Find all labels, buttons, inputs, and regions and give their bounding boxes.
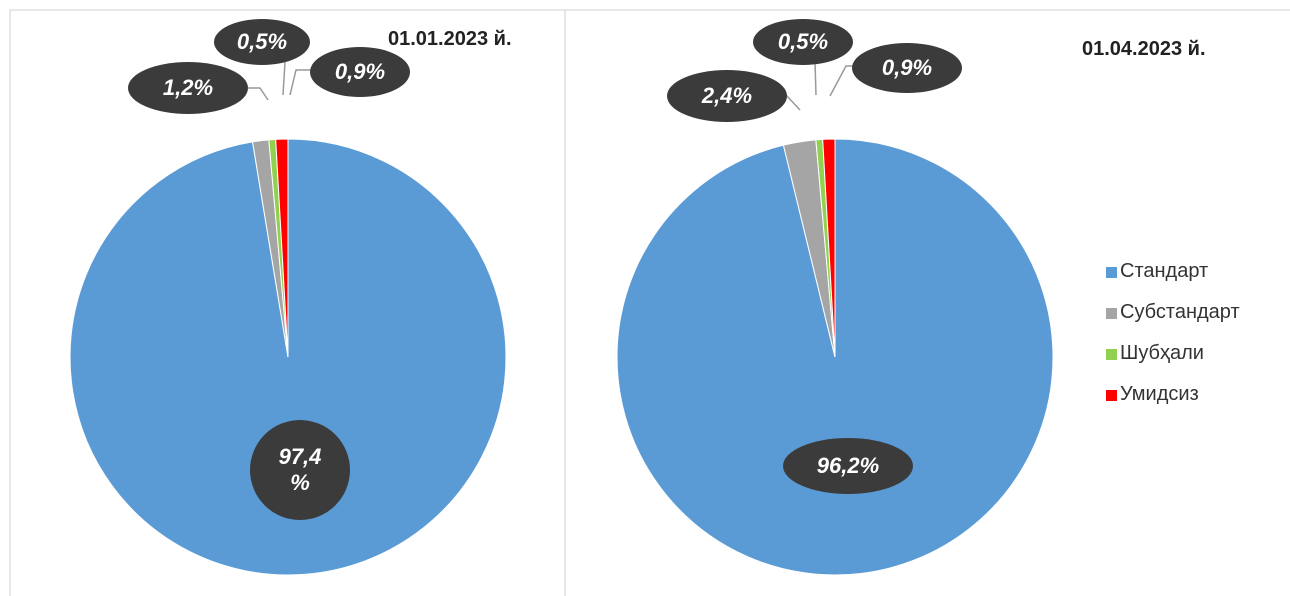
data-label: 97,4 % [250, 420, 350, 520]
legend-swatch [1106, 267, 1117, 278]
legend-entry: Умидсиз [1120, 383, 1199, 405]
data-label: 0,5% [214, 19, 310, 65]
legend-swatch [1106, 390, 1117, 401]
legend-swatch [1106, 349, 1117, 360]
chart-title: 01.01.2023 й. [388, 28, 512, 50]
pie-slice [822, 138, 836, 358]
pie-slice [275, 138, 289, 358]
data-label: 96,2% [783, 438, 913, 494]
panel-border [564, 9, 1290, 596]
leader-lines [248, 61, 860, 111]
data-label: 0,5% [753, 19, 853, 65]
legend-entry: Шубҳали [1120, 342, 1204, 364]
chart-title: 01.04.2023 й. [1082, 38, 1206, 60]
data-label: 0,9% [852, 43, 962, 93]
data-label: 2,4% [667, 70, 787, 122]
legend-swatch [1106, 308, 1117, 319]
legend-entry: Стандарт [1120, 260, 1209, 282]
legend-entry: Субстандарт [1120, 301, 1240, 323]
data-label: 0,9% [310, 47, 410, 97]
data-label: 1,2% [128, 62, 248, 114]
